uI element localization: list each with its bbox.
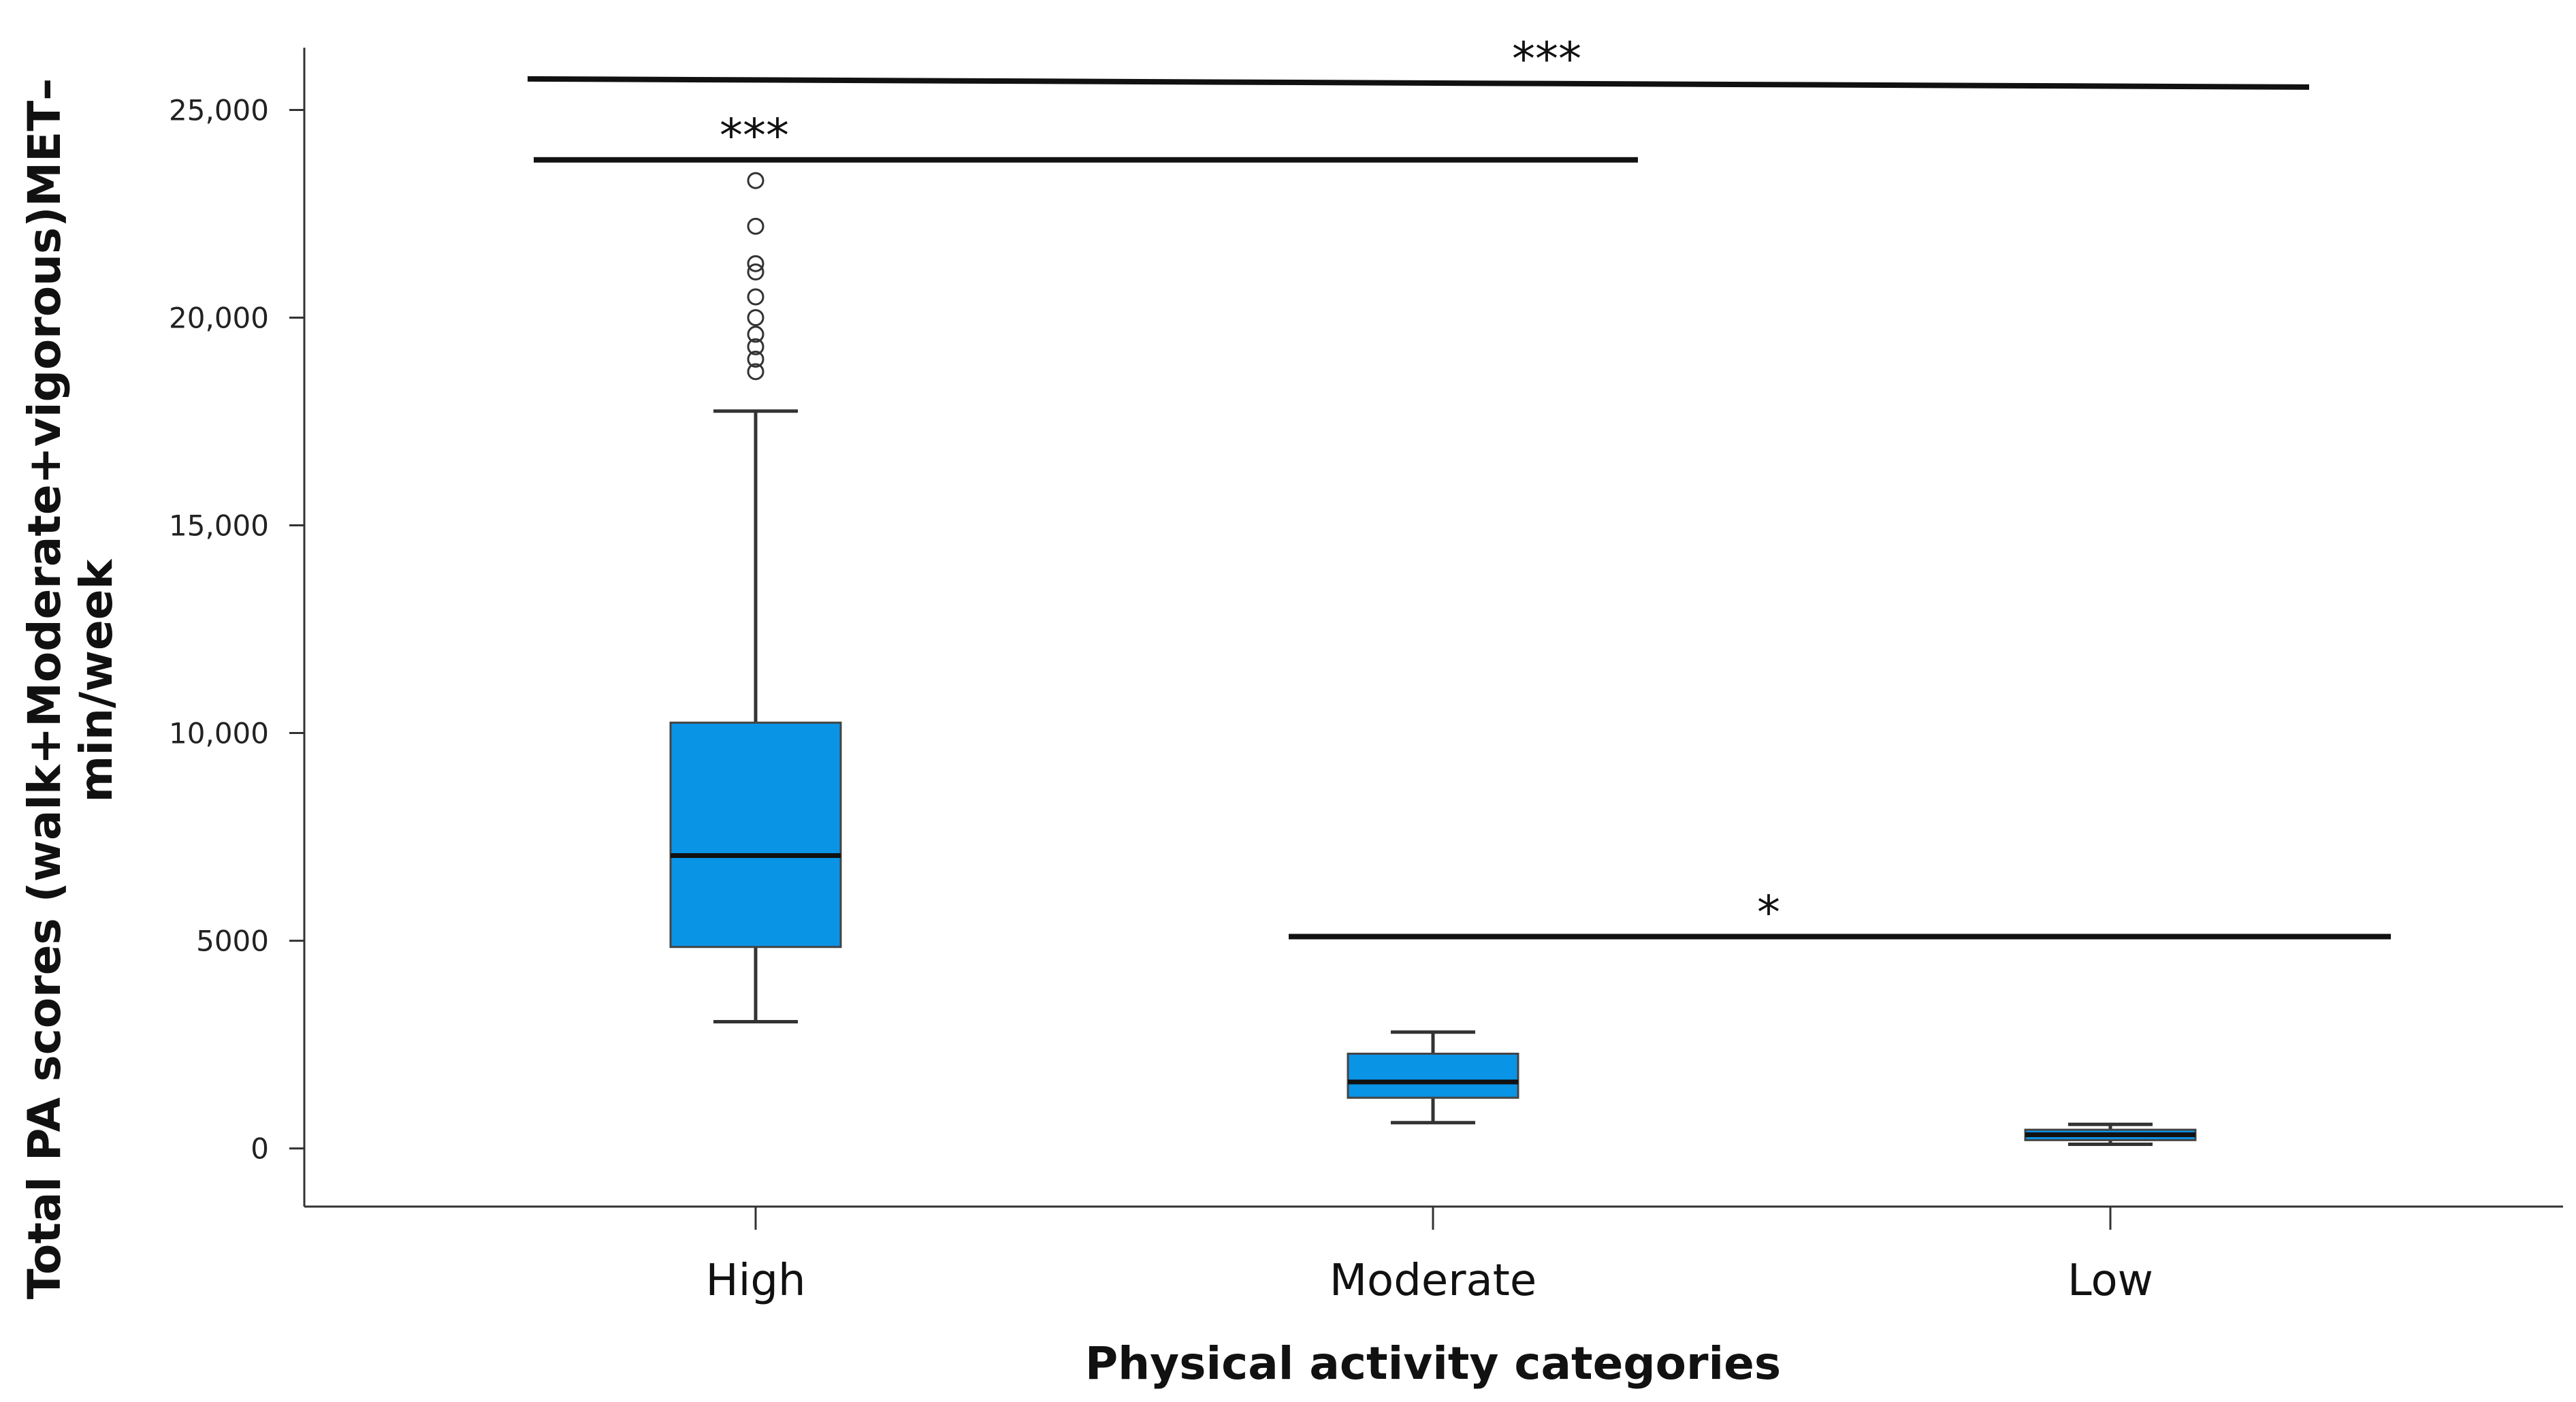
outlier-point bbox=[747, 338, 764, 355]
box-moderate bbox=[1347, 1030, 1519, 1125]
box-low bbox=[2024, 1122, 2197, 1146]
significance-label: *** bbox=[720, 110, 789, 163]
y-axis-title-line-1: Total PA scores (walk+Moderate+vigorous)… bbox=[18, 78, 71, 1300]
axes: 0 5000 10,000 15,000 20,000 25,000 High Moderat… bbox=[169, 48, 2563, 1306]
outlier-point bbox=[747, 255, 764, 272]
y-axis-title: Total PA scores (walk+Moderate+vigorous)… bbox=[18, 63, 123, 1300]
outlier-point bbox=[747, 309, 764, 327]
boxes bbox=[669, 172, 2197, 1146]
x-axis-title: Physical activity categories bbox=[1085, 1337, 1781, 1390]
iqr-box bbox=[669, 721, 842, 949]
y-tick-label: 10,000 bbox=[169, 717, 269, 750]
x-tick-label-low: Low bbox=[2067, 1256, 2153, 1306]
y-tick-label: 25,000 bbox=[169, 94, 269, 127]
y-tick-label: 15,000 bbox=[169, 509, 269, 543]
significance-label: *** bbox=[1512, 33, 1581, 86]
y-tick-label: 5000 bbox=[196, 925, 269, 958]
iqr-box bbox=[1347, 1053, 1519, 1099]
box-high bbox=[669, 172, 842, 1024]
outlier-point bbox=[747, 263, 764, 281]
significance-bar bbox=[527, 76, 2310, 90]
x-tick-label-high: High bbox=[705, 1256, 805, 1306]
outlier-point bbox=[747, 288, 764, 306]
outlier-point bbox=[747, 217, 764, 235]
significance-label: * bbox=[1757, 886, 1780, 940]
labels: Physical activity categories Total PA sc… bbox=[18, 63, 1781, 1390]
outlier-point bbox=[747, 363, 764, 381]
outlier-point bbox=[747, 325, 764, 343]
y-tick-label: 0 bbox=[251, 1132, 269, 1166]
y-axis-title-line-2: min/week bbox=[70, 558, 123, 802]
outlier-point bbox=[747, 172, 764, 189]
y-tick-label: 20,000 bbox=[169, 302, 269, 335]
outlier-point bbox=[747, 351, 764, 368]
x-tick-label-moderate: Moderate bbox=[1330, 1256, 1536, 1306]
significance-bars: ******* bbox=[527, 33, 2391, 940]
